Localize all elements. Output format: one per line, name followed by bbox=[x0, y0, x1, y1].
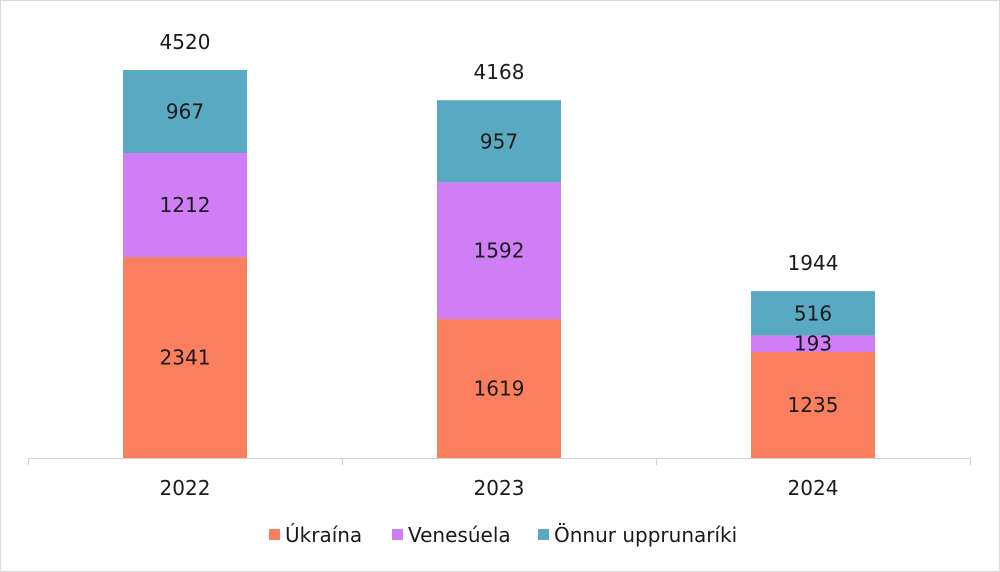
x-axis: 2022 2023 2024 bbox=[28, 458, 971, 500]
legend-label: Venesúela bbox=[408, 523, 511, 547]
legend-swatch bbox=[269, 529, 280, 540]
data-label: 193 bbox=[794, 332, 832, 356]
segment-labels-group: 2341 1212 967 1619 1592 957 1235 193 516 bbox=[160, 100, 839, 417]
bar-segment-2022-2 bbox=[123, 153, 247, 258]
data-label: 1235 bbox=[788, 393, 839, 417]
legend-swatch bbox=[538, 529, 549, 540]
total-labels-group: 4520 4168 1944 bbox=[160, 30, 839, 275]
bar-segment-2023-3 bbox=[437, 100, 561, 183]
data-label: 516 bbox=[794, 301, 832, 325]
data-label: 1592 bbox=[474, 239, 525, 263]
data-label: 967 bbox=[166, 100, 204, 124]
x-tick-label: 2023 bbox=[474, 476, 525, 500]
data-label: 957 bbox=[480, 129, 518, 153]
bar-segment-2023-2 bbox=[437, 182, 561, 320]
x-tick-label: 2024 bbox=[788, 476, 839, 500]
legend-label: Önnur upprunaríki bbox=[554, 523, 737, 547]
total-label: 4520 bbox=[160, 30, 211, 54]
total-label: 4168 bbox=[474, 60, 525, 84]
bar-segment-2024-2 bbox=[751, 335, 875, 352]
x-tick-label: 2022 bbox=[160, 476, 211, 500]
bar-segment-2023-1 bbox=[437, 319, 561, 458]
bar-segment-2024-3 bbox=[751, 291, 875, 336]
bars-group bbox=[123, 70, 875, 458]
legend-label: Úkraína bbox=[285, 523, 362, 547]
bar-segment-2022-1 bbox=[123, 257, 247, 458]
data-label: 2341 bbox=[160, 346, 211, 370]
bar-segment-2022-3 bbox=[123, 70, 247, 154]
bar-segment-2024-1 bbox=[751, 351, 875, 458]
legend-swatch bbox=[392, 529, 403, 540]
legend: Úkraína Venesúela Önnur upprunaríki bbox=[269, 523, 737, 547]
data-label: 1619 bbox=[474, 377, 525, 401]
total-label: 1944 bbox=[788, 251, 839, 275]
data-label: 1212 bbox=[160, 193, 211, 217]
